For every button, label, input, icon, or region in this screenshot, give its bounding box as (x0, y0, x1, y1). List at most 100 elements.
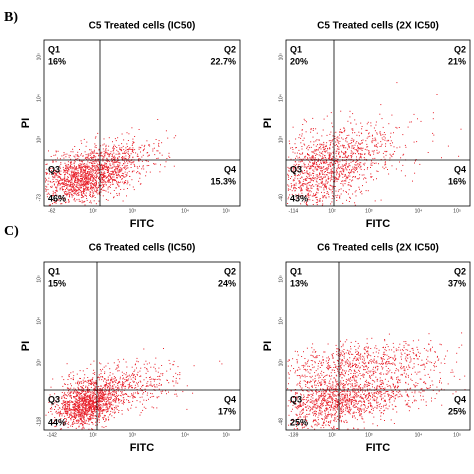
event-dot (166, 393, 167, 395)
event-dot (129, 176, 131, 177)
event-dot (124, 162, 126, 164)
event-dot (125, 151, 127, 153)
event-dot (113, 362, 115, 364)
event-dot (81, 422, 82, 424)
event-dot (55, 170, 57, 172)
event-dot (102, 401, 103, 402)
event-dot (89, 188, 91, 190)
event-dot (344, 129, 346, 131)
event-dot (92, 404, 94, 406)
event-dot (98, 168, 100, 170)
event-dot (327, 167, 329, 169)
event-dot (94, 408, 96, 410)
y-tick-label: 10³ (278, 136, 284, 144)
event-dot (45, 164, 47, 165)
event-dot (364, 158, 366, 160)
event-dot (138, 146, 140, 148)
event-dot (335, 381, 337, 383)
y-tick-label: -40 (278, 194, 284, 201)
event-dot (79, 167, 81, 169)
event-dot (110, 379, 111, 381)
event-dot (69, 192, 71, 194)
event-dot (287, 189, 289, 191)
event-dot (74, 188, 76, 190)
event-dot (110, 175, 111, 177)
event-dot (87, 387, 89, 389)
event-dot (383, 132, 385, 133)
event-dot (79, 397, 81, 398)
event-dot (334, 160, 336, 162)
x-axis-label: FITC (130, 218, 154, 230)
event-dot (128, 148, 130, 150)
event-dot (384, 137, 386, 139)
event-dot (337, 190, 339, 192)
event-dot (295, 182, 297, 184)
event-dot (86, 412, 88, 413)
event-dot (322, 183, 324, 185)
event-dot (76, 411, 78, 413)
event-dot (343, 169, 345, 171)
event-dot (389, 157, 391, 159)
event-dot (119, 177, 121, 178)
event-dot (148, 144, 150, 146)
event-dot (107, 188, 109, 190)
event-dot (132, 162, 134, 164)
event-dot (102, 157, 104, 159)
event-dot (82, 172, 84, 174)
event-dot (346, 199, 347, 201)
event-dot (306, 177, 308, 179)
event-dot (131, 393, 133, 395)
event-dot (81, 414, 83, 416)
event-dot (293, 368, 295, 369)
event-dot (314, 375, 316, 377)
event-dot (294, 170, 296, 172)
event-dot (104, 404, 106, 406)
event-dot (100, 165, 102, 167)
event-dot (331, 179, 333, 181)
event-dot (306, 193, 308, 195)
event-dot (347, 148, 348, 150)
event-dot (95, 147, 97, 149)
event-dot (318, 149, 319, 151)
event-dot (106, 176, 108, 178)
event-dot (148, 144, 150, 145)
event-dot (314, 195, 316, 197)
event-dot (93, 188, 95, 190)
event-dot (323, 118, 325, 120)
event-dot (100, 397, 102, 399)
event-dot (94, 137, 96, 139)
event-dot (142, 403, 143, 405)
event-dot (330, 165, 332, 167)
event-dot (165, 130, 167, 132)
event-dot (70, 184, 72, 186)
event-dot (117, 167, 119, 169)
event-dot (85, 165, 87, 167)
event-dot (292, 167, 294, 169)
event-dot (320, 186, 322, 188)
event-dot (45, 185, 47, 187)
event-dot (345, 151, 347, 153)
event-dot (63, 189, 65, 191)
event-dot (307, 182, 309, 183)
event-dot (353, 176, 355, 177)
event-dot (116, 176, 118, 178)
event-dot (100, 178, 102, 180)
event-dot (86, 199, 88, 201)
event-dot (82, 179, 84, 181)
event-dot (288, 185, 290, 187)
event-dot (80, 408, 82, 410)
event-dot (345, 161, 347, 163)
event-dot (99, 185, 100, 187)
event-dot (79, 166, 81, 168)
event-dot (66, 411, 68, 413)
event-dot (388, 173, 390, 175)
event-dot (106, 403, 108, 405)
event-dot (379, 131, 381, 133)
event-dot (113, 176, 115, 178)
event-dot (75, 177, 77, 179)
event-dot (65, 395, 67, 396)
event-dot (293, 164, 295, 166)
event-dot (75, 420, 77, 422)
event-dot (116, 383, 118, 384)
